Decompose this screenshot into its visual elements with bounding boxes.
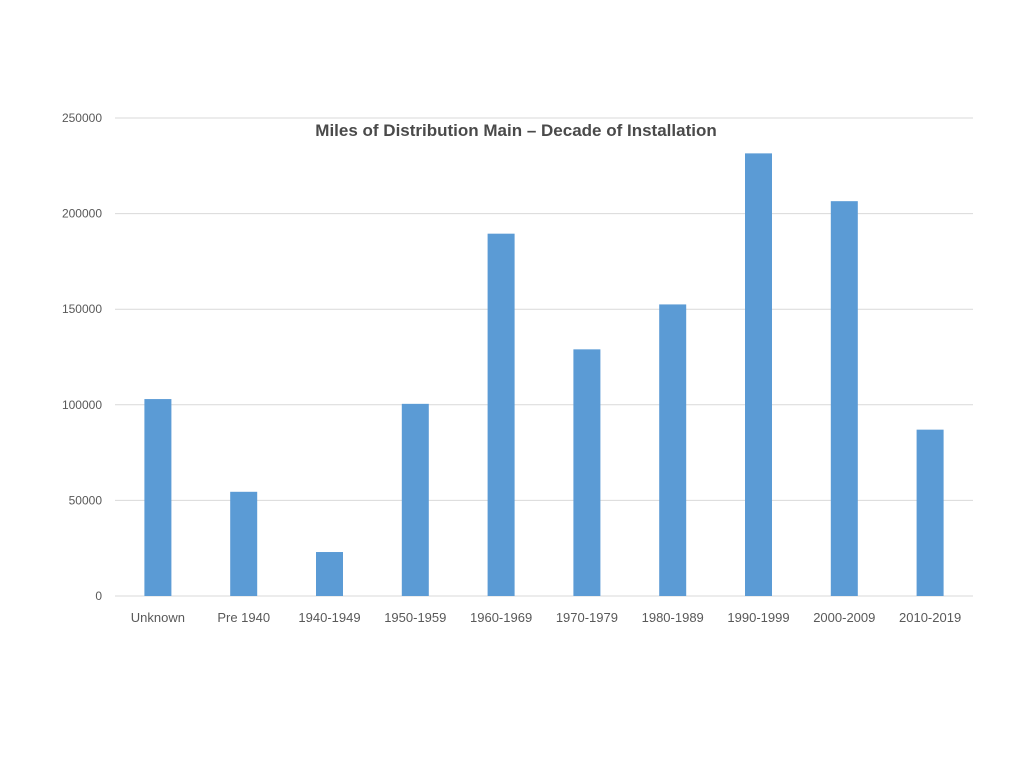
y-tick-label: 50000 <box>69 493 103 507</box>
y-tick-label: 150000 <box>62 302 102 316</box>
x-tick-label: 2010-2019 <box>899 610 961 625</box>
x-tick-label: 1970-1979 <box>556 610 618 625</box>
chart-title: Miles of Distribution Main – Decade of I… <box>315 121 716 140</box>
y-tick-label: 0 <box>95 589 102 603</box>
x-tick-label: 1940-1949 <box>298 610 360 625</box>
bar-2000-2009 <box>830 201 858 596</box>
bar-unknown <box>144 399 172 596</box>
y-tick-label: 100000 <box>62 398 102 412</box>
gridlines <box>115 117 973 597</box>
bar-1960-1969 <box>487 233 515 596</box>
bar-pre-1940 <box>230 491 258 596</box>
y-tick-label: 200000 <box>62 207 102 221</box>
x-tick-label: 2000-2009 <box>813 610 875 625</box>
bar-1970-1979 <box>573 349 601 596</box>
x-tick-label: 1960-1969 <box>470 610 532 625</box>
bar-1940-1949 <box>316 552 343 596</box>
x-axis-ticks: Unknown Pre 1940 1940-1949 1950-1959 1960-19… <box>131 610 961 625</box>
bar-2010-2019 <box>916 429 944 596</box>
bars <box>144 153 944 596</box>
x-tick-label: Pre 1940 <box>217 610 270 625</box>
x-tick-label: 1950-1959 <box>384 610 446 625</box>
bar-1980-1989 <box>659 304 687 596</box>
x-tick-label: 1990-1999 <box>727 610 789 625</box>
bar-1990-1999 <box>745 153 772 596</box>
x-tick-label: 1980-1989 <box>642 610 704 625</box>
y-tick-label: 250000 <box>62 111 102 125</box>
x-tick-label: Unknown <box>131 610 185 625</box>
bar-1950-1959 <box>401 403 429 596</box>
y-axis-ticks: 0 50000 100000 150000 200000 250000 <box>62 111 102 603</box>
